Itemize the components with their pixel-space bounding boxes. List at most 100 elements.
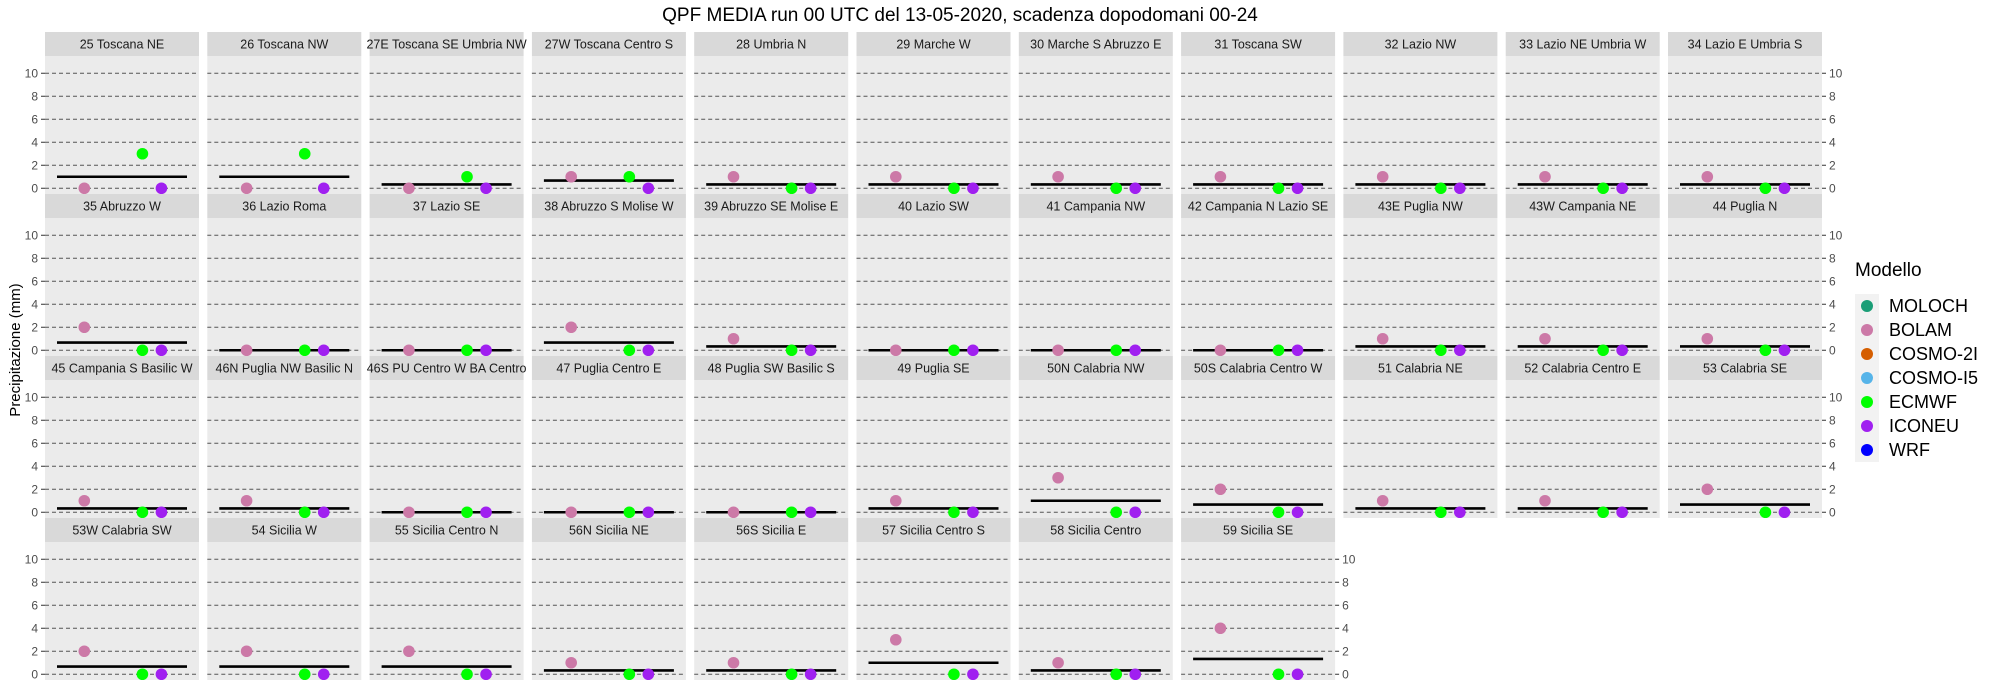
y-tick-label: 10 [1829, 66, 1843, 80]
point-bolam [1214, 622, 1227, 635]
y-tick-label: 8 [31, 575, 38, 589]
facet-panel: 54 Sicilia W [207, 518, 362, 681]
point-ecmwf [623, 668, 636, 681]
y-tick-label: 8 [31, 413, 38, 427]
facet-strip [369, 32, 524, 56]
point-ecmwf [1759, 506, 1772, 519]
facet-panel: 37 Lazio SE [369, 194, 524, 357]
facet-strip [1343, 356, 1498, 380]
facet-strip [1181, 356, 1336, 380]
y-tick-label: 6 [1829, 436, 1836, 450]
panel-background [1668, 218, 1822, 356]
facet-label: 56N Sicilia NE [569, 524, 649, 538]
legend-entry: COSMO-2I [1855, 342, 1978, 366]
facet-panel: 51 Calabria NE [1343, 356, 1498, 519]
facet-label: 33 Lazio NE Umbria W [1519, 38, 1646, 52]
facet-strip [1018, 518, 1173, 542]
facet-strip [531, 194, 686, 218]
panel-background [1668, 56, 1822, 194]
point-bolam [1376, 332, 1389, 345]
point-iconeu [317, 182, 330, 195]
point-bolam [1214, 344, 1227, 357]
panel-background [45, 542, 199, 680]
facet-label: 41 Campania NW [1046, 200, 1145, 214]
point-bolam [78, 321, 91, 334]
point-iconeu [642, 506, 655, 519]
point-ecmwf [785, 668, 798, 681]
point-iconeu [642, 668, 655, 681]
y-tick-label: 8 [31, 89, 38, 103]
facet-strip [1505, 32, 1660, 56]
point-bolam [240, 645, 253, 658]
facet-label: 32 Lazio NW [1385, 38, 1457, 52]
facet-strip [694, 194, 849, 218]
facet-panel: 59 Sicilia SE 0 2 4 6 8 10 [1181, 518, 1356, 681]
point-ecmwf [1110, 344, 1123, 357]
point-iconeu [1778, 506, 1791, 519]
facet-panel: 39 Abruzzo SE Molise E [694, 194, 849, 357]
facet-strip [856, 518, 1011, 542]
legend-label: COSMO-I5 [1889, 368, 1978, 388]
facet-strip [531, 518, 686, 542]
point-iconeu [317, 506, 330, 519]
point-bolam [889, 344, 902, 357]
y-tick-label: 6 [1829, 112, 1836, 126]
y-tick-label: 6 [31, 598, 38, 612]
point-ecmwf [298, 506, 311, 519]
point-ecmwf [1272, 506, 1285, 519]
y-tick-label: 2 [1342, 644, 1349, 658]
legend-label: BOLAM [1889, 320, 1952, 340]
point-iconeu [1291, 668, 1304, 681]
point-iconeu [155, 506, 168, 519]
y-tick-label: 2 [1829, 482, 1836, 496]
panel-background [856, 56, 1011, 194]
point-bolam [1701, 170, 1714, 183]
facet-panel: 36 Lazio Roma [207, 194, 362, 357]
facet-panel: 27E Toscana SE Umbria NW [366, 32, 527, 195]
facet-panel: 57 Sicilia Centro S [856, 518, 1011, 681]
facet-label: 27W Toscana Centro S [545, 38, 673, 52]
facet-label: 54 Sicilia W [252, 524, 317, 538]
facet-strip [1018, 356, 1173, 380]
legend: Modello MOLOCH BOLAM COSMO-2I COSMO-I5 ECMWF I… [1855, 260, 1978, 462]
point-ecmwf [785, 506, 798, 519]
point-ecmwf [1110, 182, 1123, 195]
point-iconeu [804, 668, 817, 681]
y-tick-label: 4 [1342, 621, 1349, 635]
y-tick-label: 10 [25, 228, 39, 242]
facet-panel: 46S PU Centro W BA Centro [367, 356, 527, 519]
facet-label: 56S Sicilia E [736, 524, 806, 538]
point-iconeu [480, 668, 492, 681]
point-iconeu [1616, 506, 1628, 519]
point-iconeu [967, 344, 979, 357]
facet-panel: 46N Puglia NW Basilic N [207, 356, 362, 519]
point-bolam [240, 344, 253, 357]
panel-background [45, 218, 199, 356]
y-tick-label: 4 [1829, 297, 1836, 311]
point-iconeu [804, 506, 817, 519]
point-ecmwf [623, 344, 636, 357]
facet-strip [45, 356, 199, 380]
y-tick-label: 10 [1829, 390, 1843, 404]
point-ecmwf [785, 182, 798, 195]
facet-strip [856, 194, 1011, 218]
legend-entry: COSMO-I5 [1855, 366, 1978, 390]
point-ecmwf [1435, 506, 1447, 519]
facet-label: 46S PU Centro W BA Centro [367, 362, 527, 376]
panel-background [531, 56, 686, 194]
facet-label: 50N Calabria NW [1047, 362, 1144, 376]
panel-background [207, 380, 362, 518]
legend-title: Modello [1855, 260, 1922, 281]
point-iconeu [967, 668, 979, 681]
facet-label: 55 Sicilia Centro N [395, 524, 499, 538]
facet-panel: 52 Calabria Centro E [1505, 356, 1660, 519]
facet-strip [531, 32, 686, 56]
facet-panel: 35 Abruzzo W 0 2 4 6 8 10 [25, 194, 199, 357]
facet-label: 44 Puglia N [1713, 200, 1778, 214]
point-bolam [1376, 494, 1389, 507]
legend-label: COSMO-2I [1889, 344, 1978, 364]
facet-label: 57 Sicilia Centro S [882, 524, 985, 538]
facet-strip [1181, 518, 1336, 542]
point-bolam [1701, 332, 1714, 345]
panel-background [1181, 542, 1336, 680]
